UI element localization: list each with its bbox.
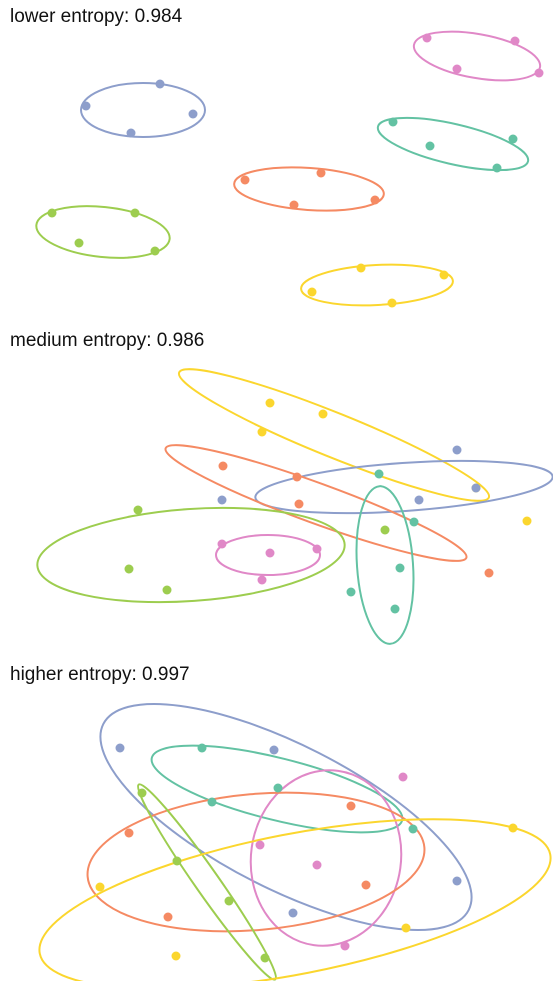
panel-title-medium-entropy: medium entropy: 0.986 [10,330,205,351]
data-point-orange [361,880,371,890]
data-point-orange [294,499,304,509]
data-point-pink [265,548,275,558]
data-point-teal [408,824,418,834]
data-point-blue [452,445,462,455]
data-point-teal [374,469,384,479]
data-point-orange [240,175,250,185]
data-point-yellow [439,270,449,280]
data-point-pink [312,860,322,870]
data-point-green [47,208,57,218]
data-point-yellow [401,923,411,933]
data-point-blue [288,908,298,918]
data-point-green [380,525,390,535]
data-point-pink [534,68,544,78]
data-point-orange [484,568,494,578]
cluster-ellipse-pink [412,30,542,82]
data-point-green [260,953,270,963]
cluster-ellipse-green [137,783,277,981]
data-point-teal [388,117,398,127]
data-point-green [130,208,140,218]
data-point-yellow [265,398,275,408]
data-point-pink [340,941,350,951]
data-point-green [137,788,147,798]
data-point-yellow [307,287,317,297]
data-point-blue [414,495,424,505]
data-point-pink [217,539,227,549]
panel-title-higher-entropy: higher entropy: 0.997 [10,664,190,685]
data-point-teal [395,563,405,573]
cluster-ellipse-teal [355,485,415,645]
cluster-ellipse-pink [249,769,403,947]
data-point-teal [390,604,400,614]
data-point-orange [316,168,326,178]
data-point-pink [255,840,265,850]
data-point-yellow [257,427,267,437]
data-point-green [124,564,134,574]
data-point-green [133,505,143,515]
data-point-orange [292,472,302,482]
data-point-pink [398,772,408,782]
cluster-ellipse-yellow [38,818,552,981]
cluster-ellipse-orange [86,791,426,933]
data-point-orange [124,828,134,838]
data-point-teal [346,587,356,597]
data-point-blue [81,101,91,111]
data-point-orange [289,200,299,210]
data-point-orange [218,461,228,471]
data-point-pink [510,36,520,46]
data-point-yellow [171,951,181,961]
cluster-ellipse-pink [215,534,321,576]
data-point-orange [370,195,380,205]
data-point-teal [508,134,518,144]
cluster-ellipse-green [35,205,171,259]
data-point-yellow [522,516,532,526]
cluster-ellipse-yellow [300,263,454,307]
data-point-teal [425,141,435,151]
panel-medium-entropy: medium entropy: 0.986 [0,320,553,650]
data-point-yellow [318,409,328,419]
data-point-teal [409,517,419,527]
cluster-ellipse-blue [80,82,206,138]
scatter-plot-lower-entropy [35,30,544,308]
data-point-blue [126,128,136,138]
data-point-green [172,856,182,866]
cluster-ellipse-yellow [177,368,491,502]
data-point-orange [163,912,173,922]
data-point-blue [269,745,279,755]
data-point-yellow [356,263,366,273]
data-point-green [224,896,234,906]
panel-title-lower-entropy: lower entropy: 0.984 [10,6,183,27]
panel-lower-entropy: lower entropy: 0.984 [0,0,553,320]
data-point-teal [207,797,217,807]
data-point-green [162,585,172,595]
scatter-plot-higher-entropy [38,702,552,981]
data-point-pink [257,575,267,585]
data-point-blue [155,79,165,89]
data-point-pink [422,33,432,43]
cluster-ellipse-green [36,506,346,604]
data-point-blue [188,109,198,119]
data-point-yellow [508,823,518,833]
cluster-ellipse-orange [164,444,468,562]
cluster-ellipse-blue [254,459,553,515]
data-point-teal [492,163,502,173]
data-point-teal [197,743,207,753]
scatter-plot-medium-entropy [36,368,553,645]
data-point-blue [452,876,462,886]
data-point-blue [115,743,125,753]
data-point-yellow [95,882,105,892]
panel-higher-entropy: higher entropy: 0.997 [0,650,553,981]
cluster-ellipse-teal [376,116,530,172]
data-point-orange [346,801,356,811]
data-point-blue [471,483,481,493]
data-point-teal [273,783,283,793]
data-point-blue [217,495,227,505]
data-point-green [150,246,160,256]
data-point-pink [312,544,322,554]
data-point-pink [452,64,462,74]
cluster-ellipse-orange [233,166,385,212]
data-point-yellow [387,298,397,308]
data-point-green [74,238,84,248]
